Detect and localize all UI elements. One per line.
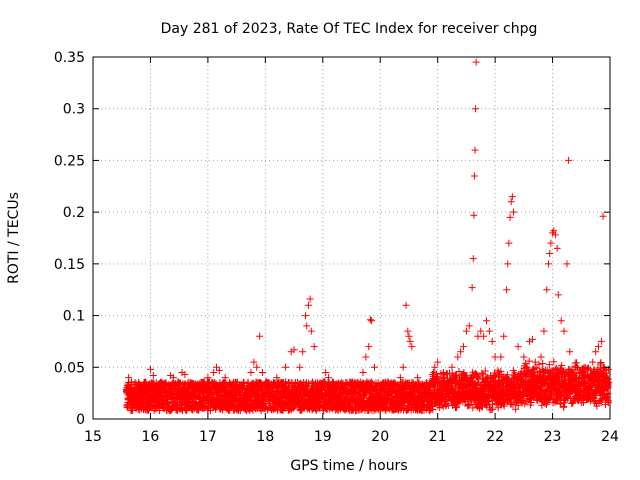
data-point	[509, 208, 517, 216]
data-point	[488, 337, 496, 345]
data-point	[554, 291, 562, 299]
y-tick-label: 0.1	[63, 309, 85, 325]
x-tick-label: 19	[314, 429, 332, 445]
data-point	[303, 322, 311, 330]
data-point	[402, 301, 410, 309]
data-point	[485, 327, 493, 335]
data-point	[365, 343, 373, 351]
data-point	[404, 327, 412, 335]
data-point	[414, 374, 422, 382]
data-point	[508, 193, 516, 201]
data-point	[310, 343, 318, 351]
data-point	[359, 368, 367, 376]
data-point	[296, 363, 304, 371]
data-point	[546, 250, 554, 258]
data-point	[566, 348, 574, 356]
x-tick-label: 17	[199, 429, 217, 445]
x-axis-label: GPS time / hours	[290, 458, 407, 474]
data-point	[368, 317, 376, 325]
data-point	[520, 353, 528, 361]
data-point	[504, 260, 512, 268]
data-point	[146, 365, 154, 373]
data-point	[553, 244, 561, 252]
data-point	[497, 353, 505, 361]
data-point	[258, 368, 266, 376]
data-point	[370, 363, 378, 371]
y-tick-label: 0.05	[54, 360, 85, 376]
scatter-points	[122, 58, 613, 415]
data-point	[506, 213, 514, 221]
plot-area	[92, 56, 611, 420]
data-point	[127, 378, 135, 386]
y-tick-label: 0.15	[54, 257, 85, 273]
data-point	[405, 332, 413, 340]
data-point	[307, 327, 315, 335]
data-point	[471, 146, 479, 154]
x-tick-label: 21	[429, 429, 447, 445]
chart-title: Day 281 of 2023, Rate Of TEC Index for r…	[161, 21, 538, 37]
data-point	[362, 353, 370, 361]
data-point	[408, 343, 416, 351]
data-point	[589, 358, 597, 366]
data-point	[470, 172, 478, 180]
data-point	[399, 363, 407, 371]
data-point	[537, 353, 545, 361]
data-point	[560, 327, 568, 335]
data-point	[470, 211, 478, 219]
y-tick-label: 0.35	[54, 50, 85, 66]
data-point	[500, 332, 508, 340]
data-point	[472, 58, 480, 66]
x-tick-label: 20	[371, 429, 389, 445]
data-point	[304, 301, 312, 309]
data-point	[599, 212, 607, 220]
x-tick-label: 16	[142, 429, 160, 445]
data-point	[505, 239, 513, 247]
y-axis-label: ROTI / TECUs	[6, 192, 22, 284]
data-point	[503, 286, 511, 294]
data-point	[563, 260, 571, 268]
data-point	[545, 260, 553, 268]
grid-lines	[93, 57, 610, 419]
data-point	[507, 198, 515, 206]
data-point	[543, 286, 551, 294]
x-tick-label: 24	[601, 429, 619, 445]
x-tick-label: 23	[544, 429, 562, 445]
x-tick-label: 18	[256, 429, 274, 445]
x-tick-label: 22	[486, 429, 504, 445]
data-point	[482, 317, 490, 325]
y-tick-label: 0.25	[54, 153, 85, 169]
data-point	[256, 332, 264, 340]
data-point	[539, 359, 547, 367]
data-point	[244, 378, 252, 386]
data-point	[366, 316, 374, 324]
data-point	[557, 317, 565, 325]
data-point	[514, 343, 522, 351]
data-point	[469, 255, 477, 263]
data-point	[281, 363, 289, 371]
data-point	[565, 156, 573, 164]
data-point	[540, 327, 548, 335]
data-point	[573, 359, 581, 367]
data-point	[195, 406, 203, 414]
y-tick-label: 0.2	[63, 205, 85, 221]
x-tick-label: 15	[84, 429, 102, 445]
data-point	[306, 295, 314, 303]
data-point	[406, 337, 414, 345]
data-point	[247, 368, 255, 376]
y-tick-label: 0	[76, 412, 85, 428]
data-point	[472, 105, 480, 113]
y-tick-label: 0.3	[63, 102, 85, 118]
data-point	[299, 348, 307, 356]
data-point	[302, 312, 310, 320]
data-point	[204, 374, 212, 382]
data-point	[468, 284, 476, 292]
data-point	[547, 239, 555, 247]
data-point	[156, 406, 164, 414]
